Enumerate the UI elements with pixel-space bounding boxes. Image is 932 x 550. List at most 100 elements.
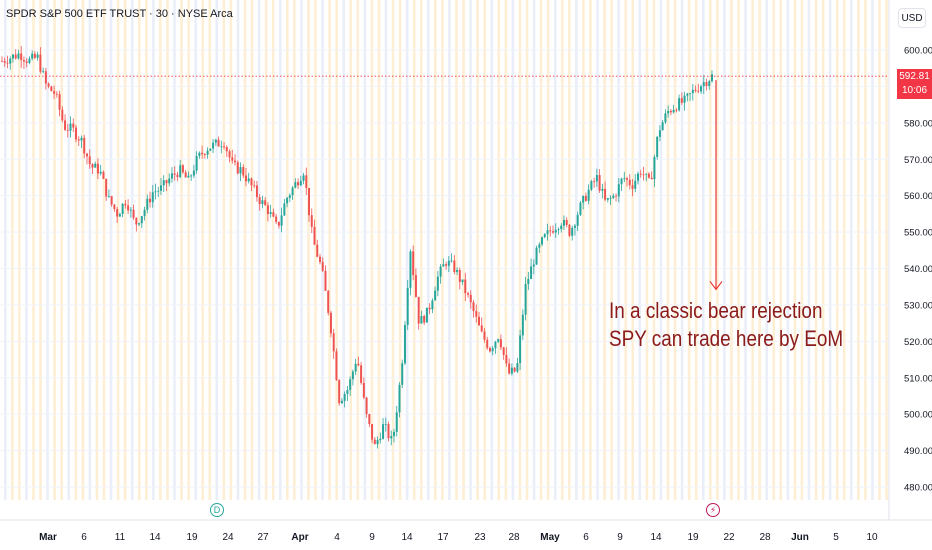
time-tick-label: 11 [115,532,126,543]
candle-body [140,216,143,224]
candle-body [642,174,645,176]
time-tick-label: 23 [474,532,486,543]
candle-body [447,260,450,266]
candle-body [450,260,453,262]
candle-body [678,98,681,111]
candle-body [689,93,692,94]
candle-body [604,188,607,200]
candle-body [502,347,505,355]
candle-body [228,151,231,158]
candle-body [568,224,571,236]
candle-body [483,331,486,340]
dividend-marker-icon[interactable]: D [210,503,224,517]
session-band [779,0,783,500]
session-band [518,0,522,500]
session-band [744,0,747,500]
candlestick-series [1,45,713,449]
candle-body [672,109,675,113]
chart-annotation[interactable]: In a classic bear rejection SPY can trad… [609,297,843,353]
candle-body [423,316,426,323]
candle-body [519,335,522,364]
candle-body [321,262,324,271]
session-band [455,0,458,500]
candle-body [393,431,396,437]
candle-body [409,251,412,288]
candle-body [209,148,212,151]
currency-button[interactable]: USD [898,8,926,28]
candle-body [102,171,105,179]
price-tick-label: 540.00 [904,264,932,275]
session-band [11,0,14,500]
session-band [666,0,670,500]
candle-body [576,214,579,226]
candle-body [58,94,61,110]
time-tick-label: 9 [617,532,623,543]
candle-body [691,89,694,94]
candle-body [700,86,703,92]
candle-body [264,200,267,206]
session-band [187,0,190,500]
candle-body [195,156,198,171]
time-tick-label: 14 [650,532,662,543]
last-price-value: 592.81 [899,71,930,82]
candle-body [335,351,338,381]
candle-body [22,60,25,62]
session-band [539,0,543,500]
candle-body [505,354,508,364]
annotation-line-2: SPY can trade here by EoM [609,326,844,351]
session-band [102,0,106,500]
candle-body [198,152,201,157]
candle-body [593,181,596,182]
candle-body [552,231,555,233]
candle-body [116,209,119,217]
session-band [751,0,754,500]
candle-body [524,284,527,315]
session-band [807,0,811,500]
candle-body [486,339,489,348]
session-band [419,0,423,500]
session-band [603,0,606,500]
session-band [180,0,183,500]
candle-body [88,156,91,165]
session-band [709,0,712,500]
candle-body [294,182,297,188]
session-band [39,0,42,500]
session-band [476,0,479,500]
session-band [878,0,881,500]
candle-body [683,95,686,103]
candle-body [44,71,47,84]
candle-body [220,146,223,148]
candle-body [472,302,475,312]
candle-body [327,290,330,313]
candle-body [436,276,439,291]
candle-body [360,365,363,383]
candle-body [234,160,237,163]
session-band [483,0,486,500]
candle-body [488,347,491,352]
session-band [490,0,494,500]
candle-body [346,390,349,394]
candle-body [261,200,264,205]
candle-body [239,167,242,174]
session-band [349,0,353,500]
candle-body [582,195,585,203]
candle-body [69,123,72,131]
candle-body [217,139,220,147]
session-band [286,0,289,500]
earnings-marker-icon[interactable]: ⚡ [706,503,720,517]
session-band [532,0,536,500]
candle-body [499,339,502,348]
candle-body [623,178,626,180]
candle-body [277,221,280,226]
session-band [828,0,832,500]
session-band [434,0,437,500]
candle-body [417,296,420,324]
session-band [568,0,571,500]
price-tick-label: 490.00 [904,446,932,457]
price-tick-label: 480.00 [904,483,932,494]
time-tick-label: Jun [791,532,809,543]
candle-body [77,139,80,141]
candle-body [338,380,341,404]
session-band [145,0,148,500]
